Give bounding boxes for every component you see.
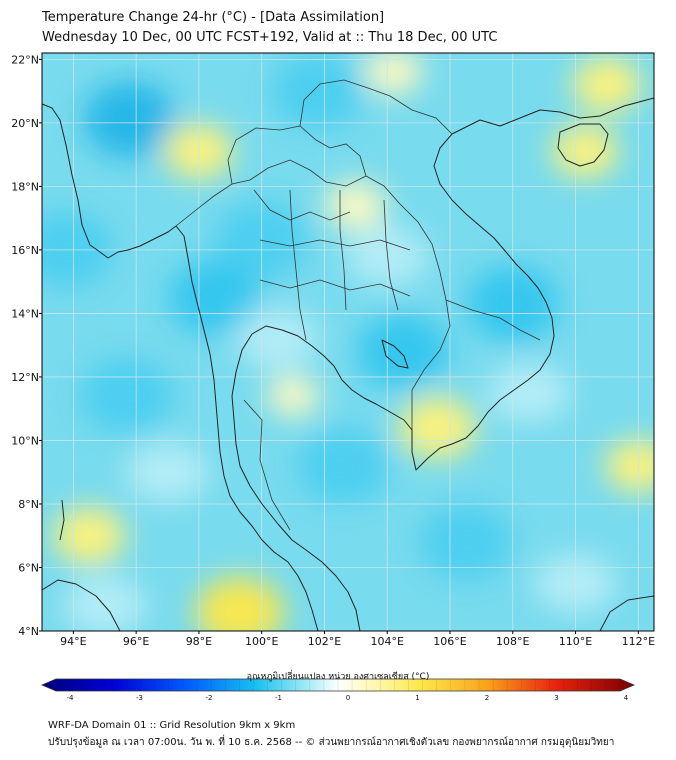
colorbar-tick-label: -1 [275, 694, 282, 702]
lat-label: 6°N [18, 561, 39, 574]
province-lines-6 [383, 199, 399, 311]
colorbar-strip [40, 678, 636, 692]
borders [175, 79, 541, 531]
lat-label: 20°N [11, 117, 39, 130]
warm-anomaly-3 [572, 56, 642, 113]
lat-label: 12°N [11, 371, 39, 384]
cold-anomaly-5 [297, 427, 390, 504]
coast-sumatra [42, 579, 121, 631]
light-band-5 [486, 362, 571, 423]
cold-anomaly-7 [419, 504, 512, 581]
latitude-labels: 22°N 20°N 18°N 16°N 14°N 12°N 10°N 8°N 6°N 4°N [11, 53, 42, 638]
province-lines-south [243, 399, 291, 531]
colorbar-tick-label: 1 [415, 694, 419, 702]
colorbar-tick-label: -2 [206, 694, 213, 702]
warm-anomaly-6 [325, 180, 387, 230]
province-lines-3 [259, 279, 411, 297]
light-band-3 [62, 575, 147, 631]
light-band-0 [235, 308, 320, 369]
lon-label: 112°E [622, 635, 655, 648]
lat-label: 22°N [11, 53, 39, 66]
coastlines [42, 97, 654, 631]
warm-anomaly-2 [398, 396, 477, 459]
lat-label: 10°N [11, 434, 39, 447]
colorbar-tick-label: 2 [485, 694, 489, 702]
colorbar-tick-label: -3 [136, 694, 143, 702]
cold-anomaly-8 [272, 53, 365, 130]
warm-anomaly-1 [52, 506, 126, 565]
province-lines-4 [289, 189, 307, 341]
lon-label: 94°E [60, 635, 86, 648]
border-china-laos-vietnam [299, 79, 453, 135]
lat-label: 8°N [18, 498, 39, 511]
cold-anomaly-2 [356, 313, 449, 390]
warm-anomaly-9 [266, 374, 320, 418]
province-lines-2 [259, 239, 411, 251]
tonle-sap [381, 339, 409, 369]
hainan-island [557, 123, 609, 167]
lat-label: 14°N [11, 307, 39, 320]
lon-label: 98°E [186, 635, 212, 648]
coast-west-peninsula [42, 103, 319, 631]
warm-anomaly-7 [604, 439, 654, 493]
coast-south-china [479, 97, 654, 127]
cold-anomaly-0 [83, 81, 176, 158]
field-layer [42, 53, 654, 631]
map-frame [41, 52, 655, 632]
longitude-labels: 94°E 96°E 98°E 100°E 102°E 104°E 106°E 108°E 110… [60, 631, 655, 648]
warm-anomaly-8 [364, 53, 423, 96]
colorbar-ticks: -4 -3 -2 -1 0 1 2 3 4 [55, 679, 629, 702]
andaman-islands [59, 499, 65, 541]
lon-label: 110°E [559, 635, 592, 648]
cold-anomaly-9 [80, 357, 173, 434]
footer-line-1: WRF-DA Domain 01 :: Grid Resolution 9km … [48, 720, 296, 731]
lon-label: 96°E [123, 635, 149, 648]
title-line-2: Wednesday 10 Dec, 00 UTC FCST+192, Valid… [42, 30, 498, 45]
lat-label: 16°N [11, 244, 39, 257]
title-line-1: Temperature Change 24-hr (°C) - [Data As… [42, 10, 385, 25]
lon-label: 104°E [371, 635, 404, 648]
colorbar-title: อุณหภูมิเปลี่ยนแปลง หน่วย องศาเซลเซียส (… [246, 672, 430, 682]
coast-gulf-and-vietnam [231, 119, 555, 631]
lon-label: 108°E [496, 635, 529, 648]
border-thai-laos-cambodia [175, 159, 451, 430]
lon-label: 100°E [245, 635, 278, 648]
colorbar-tick-label: 4 [624, 694, 629, 702]
lon-label: 102°E [308, 635, 341, 648]
lon-label: 106°E [433, 635, 466, 648]
lat-label: 18°N [11, 180, 39, 193]
province-lines-5 [339, 190, 347, 311]
border-cambodia-vietnam [445, 299, 541, 341]
colorbar: -4 -3 -2 -1 0 1 2 3 4 [40, 678, 636, 702]
warm-anomaly-4 [551, 124, 619, 179]
map-title: Temperature Change 24-hr (°C) - [Data As… [42, 8, 497, 48]
coast-borneo [599, 595, 654, 631]
light-band-1 [125, 442, 210, 503]
lat-label: 4°N [18, 625, 39, 638]
colorbar-tick-label: 3 [554, 694, 558, 702]
footer-line-2: ปรับปรุงข้อมูล ณ เวลา 07:00น. วัน พ. ที่… [48, 737, 615, 748]
colorbar-tick-label: 0 [346, 694, 350, 702]
grid-lines [42, 53, 654, 631]
colorbar-tick-label: -4 [67, 694, 75, 702]
province-lines-1 [253, 189, 351, 221]
